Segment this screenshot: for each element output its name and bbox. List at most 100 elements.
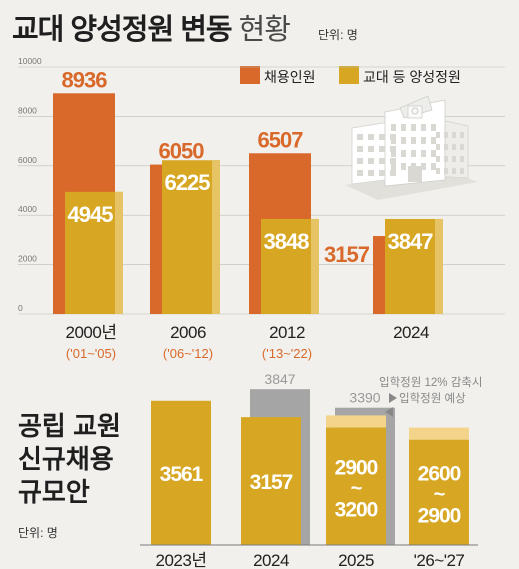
window: [379, 134, 385, 140]
window: [368, 146, 374, 152]
y-tick-label: 0: [18, 303, 23, 313]
building-clock-tower: [407, 105, 423, 119]
window: [460, 156, 464, 162]
window: [391, 150, 396, 157]
window: [368, 134, 374, 140]
y-tick-label: 6000: [18, 155, 37, 165]
window: [401, 150, 406, 157]
window: [452, 156, 456, 162]
data-label-plan: ~: [351, 477, 362, 499]
data-label-plan: 2900: [418, 504, 461, 527]
window: [368, 158, 374, 164]
chart2-title: 공립 교원 신규채용 규모안: [18, 410, 121, 509]
window: [436, 144, 440, 150]
data-label-quota: 4945: [68, 202, 114, 227]
window: [431, 163, 436, 170]
bar-quota-edge: [212, 160, 220, 314]
chart2-title-line1: 공립 교원: [18, 411, 121, 441]
window: [421, 163, 426, 170]
data-label-quota: 3848: [264, 229, 310, 254]
chart-title: 교대 양성정원 변동 현황: [12, 6, 291, 48]
chart2-unit: 단위: 명: [18, 526, 58, 540]
chart2-title-line3: 규모안: [18, 477, 90, 507]
window: [368, 170, 374, 176]
bar-hire-plan: [241, 417, 301, 545]
data-label-quota: 3847: [388, 229, 434, 254]
title-main: 교대 양성정원 변동: [12, 14, 233, 46]
window: [431, 150, 436, 157]
window: [436, 156, 440, 162]
window: [436, 132, 440, 138]
bar-quota-edge: [435, 218, 443, 314]
legend-quota-swatch: [339, 66, 359, 84]
x-tick-label: 2024: [393, 323, 429, 342]
clock-icon: [411, 107, 419, 115]
window: [391, 163, 396, 170]
x-tick-label: 2000년: [66, 323, 117, 342]
window: [436, 168, 440, 174]
x-tick-period: ('13~'22): [262, 346, 312, 361]
annotation-12pct: 입학정원 12% 감축시: [379, 375, 482, 389]
window: [379, 158, 385, 164]
bar-quota: [261, 218, 319, 314]
annotation-expected: 입학정원 예상: [399, 391, 466, 405]
legend-quota-label: 교대 등 양성정원: [363, 69, 461, 85]
data-label-plan: ~: [434, 483, 445, 505]
bar-quota-edge: [115, 191, 123, 314]
window: [379, 170, 385, 176]
window: [390, 170, 396, 176]
window: [421, 137, 426, 144]
bar-quota: [162, 160, 220, 314]
data-label-plan: 2900: [335, 456, 378, 479]
chart2-title-line2: 신규채용: [18, 444, 114, 474]
window: [444, 132, 448, 138]
bar-quota: [385, 218, 443, 314]
window: [401, 163, 406, 170]
window: [390, 146, 396, 152]
window: [431, 124, 436, 131]
bar-range-top: [409, 427, 469, 440]
y-tick-label: 8000: [18, 105, 37, 115]
data-label-quota: 6225: [165, 170, 211, 195]
data-label-plan: 3157: [250, 471, 293, 494]
window: [421, 124, 426, 131]
window: [357, 170, 363, 176]
building-door: [408, 166, 422, 182]
window: [444, 144, 448, 150]
x-tick-label: 2024: [253, 551, 289, 569]
window: [357, 134, 363, 140]
x-tick-label: 2012: [269, 323, 305, 342]
y-tick-label: 10000: [18, 56, 42, 66]
window: [411, 137, 416, 144]
data-label-hire: 6050: [159, 139, 205, 164]
window: [452, 132, 456, 138]
legend-hire-swatch: [240, 66, 260, 84]
window: [444, 168, 448, 174]
x-tick-period: ('01~'05): [66, 346, 116, 361]
data-label-hire: 3157: [324, 242, 370, 267]
window: [391, 124, 396, 131]
window: [431, 137, 436, 144]
bar-hire-plan: [409, 439, 469, 545]
data-label-plan: 3200: [335, 498, 378, 521]
title-sub: 현황: [238, 14, 291, 46]
x-tick-label: 2025: [338, 551, 374, 569]
x-tick-label: '26~'27: [414, 551, 465, 569]
window: [411, 124, 416, 131]
arrow-right-icon: [389, 393, 397, 403]
bar-hire-plan: [151, 400, 211, 545]
data-label-plan: 3561: [160, 463, 204, 486]
y-tick-label: 2000: [18, 254, 37, 264]
window: [460, 132, 464, 138]
window: [444, 156, 448, 162]
window: [391, 137, 396, 144]
window: [421, 150, 426, 157]
school-building-icon: [345, 95, 478, 200]
window: [460, 144, 464, 150]
data-label-hire: 6507: [258, 127, 304, 152]
x-tick-label: 2006: [170, 323, 206, 342]
x-tick-period: ('06~'12): [163, 346, 213, 361]
window: [460, 168, 464, 174]
unit-label: 단위: 명: [318, 28, 358, 42]
